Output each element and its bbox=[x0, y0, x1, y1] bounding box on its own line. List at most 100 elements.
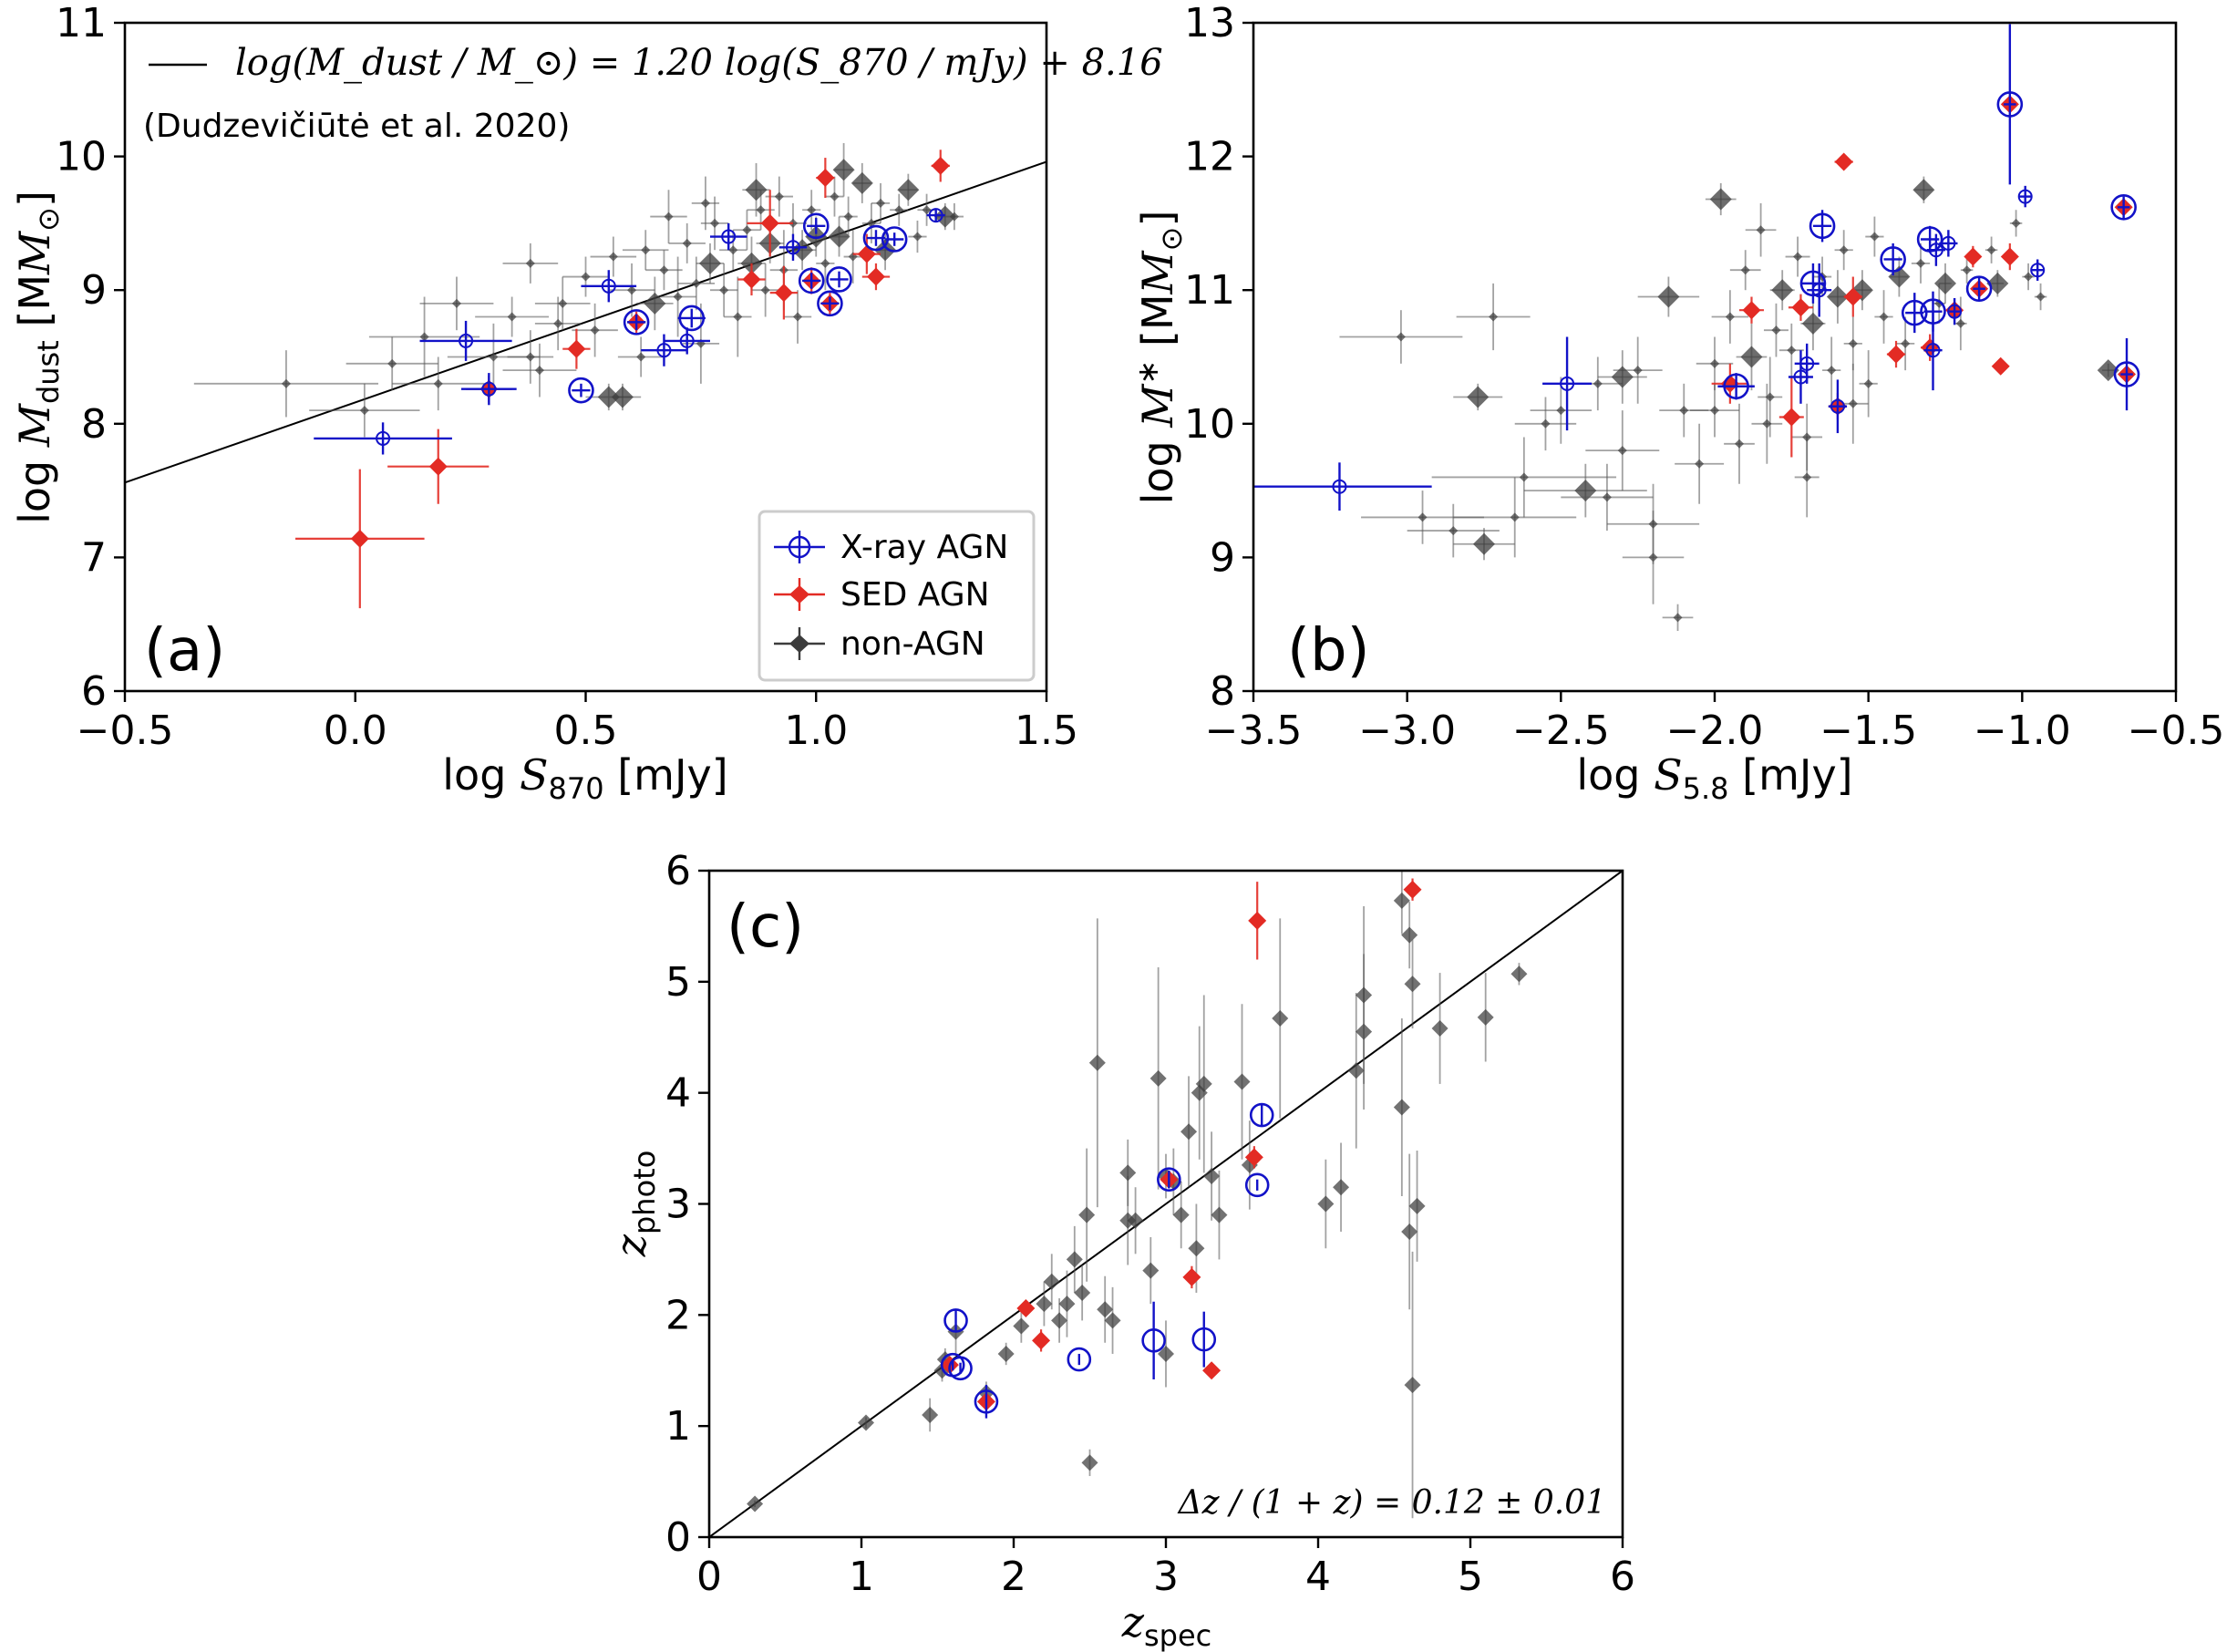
legend-xray-label: X-ray AGN bbox=[840, 529, 1008, 566]
nonagn-marker bbox=[1710, 358, 1719, 368]
xray-agn-point bbox=[2017, 185, 2033, 208]
nonagn-point bbox=[1195, 995, 1212, 1173]
nonagn-marker bbox=[1467, 386, 1490, 408]
nonagn-marker bbox=[1756, 225, 1766, 235]
nonagn-marker bbox=[894, 205, 904, 215]
xray-agn-marker bbox=[459, 333, 474, 348]
nonagn-marker bbox=[1986, 245, 1996, 255]
nonagn-marker bbox=[641, 245, 651, 255]
nonagn-marker bbox=[807, 205, 817, 215]
xray-agn-point bbox=[709, 222, 747, 251]
nonagn-point bbox=[1172, 1182, 1190, 1249]
nonagn-marker bbox=[1188, 1240, 1205, 1257]
nonagn-marker bbox=[359, 406, 369, 416]
nonagn-point bbox=[1597, 350, 1647, 404]
xray-agn-point bbox=[1191, 1311, 1217, 1368]
xray-agn-marker bbox=[1965, 275, 1993, 303]
xray-agn-point bbox=[1939, 230, 1958, 257]
nonagn-point bbox=[1051, 1298, 1068, 1343]
nonagn-marker bbox=[1771, 279, 1794, 302]
nonagn-point bbox=[719, 230, 747, 271]
xray-agn-marker bbox=[928, 208, 943, 223]
nonagn-point bbox=[1585, 410, 1660, 491]
nonagn-marker bbox=[1962, 265, 1972, 275]
nonagn-marker bbox=[525, 258, 535, 268]
nonagn-point bbox=[1191, 1026, 1208, 1160]
x-tick-label: 1.0 bbox=[784, 707, 848, 754]
xray-agn-marker bbox=[785, 240, 800, 255]
nonagn-point bbox=[1408, 1151, 1426, 1262]
nonagn-marker bbox=[1793, 252, 1803, 262]
nonagn-point bbox=[1769, 270, 1795, 311]
nonagn-marker bbox=[1740, 346, 1763, 368]
panel-c-label: (c) bbox=[727, 893, 804, 961]
xray-agn-marker bbox=[1811, 283, 1827, 298]
panel-a-ylabel: log Mdust [MM⊙] bbox=[10, 191, 66, 524]
nonagn-point bbox=[858, 1414, 875, 1431]
nonagn-marker bbox=[673, 292, 683, 302]
sed-agn-point bbox=[1834, 152, 1853, 171]
nonagn-marker bbox=[2024, 272, 2034, 282]
nonagn-point bbox=[1736, 323, 1768, 391]
nonagn-point bbox=[747, 1495, 764, 1513]
panel-a-xlabel: log S870 [mJy] bbox=[442, 750, 727, 806]
xray-agn-marker bbox=[1809, 212, 1836, 240]
nonagn-point bbox=[1729, 250, 1761, 291]
nonagn-point bbox=[419, 276, 494, 331]
nonagn-marker bbox=[1489, 312, 1499, 322]
xray-agn-marker bbox=[721, 229, 737, 244]
nonagn-marker bbox=[281, 378, 291, 388]
nonagn-point bbox=[1142, 1237, 1160, 1305]
nonagn-point bbox=[1013, 1309, 1030, 1343]
x-tick-label: −3.5 bbox=[1205, 707, 1303, 754]
xray-agn-point bbox=[798, 267, 825, 294]
nonagn-marker bbox=[719, 285, 729, 295]
nonagn-point bbox=[825, 176, 844, 217]
sed-agn-point bbox=[1964, 245, 1983, 268]
nonagn-marker bbox=[1333, 1179, 1350, 1196]
xray-agn-marker bbox=[2110, 194, 2137, 221]
panel-b-marks bbox=[1253, 24, 2140, 632]
xray-agn-point bbox=[2030, 259, 2046, 281]
nonagn-marker bbox=[1396, 332, 1406, 342]
nonagn-marker bbox=[691, 278, 701, 288]
sed-agn-marker bbox=[428, 457, 448, 476]
nonagn-point bbox=[1158, 1320, 1174, 1388]
xray-agn-marker bbox=[943, 1308, 968, 1333]
nonagn-marker bbox=[1408, 1197, 1426, 1214]
nonagn-marker bbox=[1051, 1312, 1068, 1329]
nonagn-marker bbox=[1473, 532, 1495, 555]
nonagn-marker bbox=[1879, 312, 1889, 322]
xray-agn-marker bbox=[679, 333, 695, 348]
nonagn-point bbox=[696, 243, 725, 284]
nonagn-point bbox=[1119, 1139, 1137, 1206]
legend-nonagn-label: non-AGN bbox=[840, 625, 985, 663]
xray-agn-marker bbox=[1830, 398, 1845, 414]
xray-agn-point bbox=[1067, 1347, 1092, 1372]
nonagn-point bbox=[832, 142, 855, 197]
xray-agn-marker bbox=[1332, 479, 1347, 494]
xray-agn-point bbox=[802, 212, 830, 240]
nonagn-marker bbox=[742, 225, 752, 235]
nonagn-marker bbox=[664, 212, 674, 222]
nonagn-marker bbox=[774, 191, 784, 201]
sed-agn-marker bbox=[1182, 1267, 1201, 1286]
nonagn-marker bbox=[756, 205, 766, 215]
legend-sed-swatch bbox=[774, 578, 825, 611]
sed-agn-point bbox=[737, 263, 766, 296]
nonagn-point bbox=[1078, 1148, 1096, 1282]
sed-agn-point bbox=[1886, 340, 1906, 368]
xray-agn-marker bbox=[1901, 299, 1928, 326]
nonagn-marker bbox=[1078, 1206, 1096, 1224]
nonagn-point bbox=[1127, 1187, 1144, 1254]
xray-agn-marker bbox=[802, 212, 830, 240]
nonagn-marker bbox=[1633, 366, 1643, 376]
sed-agn-point bbox=[1032, 1329, 1051, 1352]
nonagn-marker bbox=[1519, 472, 1529, 482]
xray-agn-point bbox=[1920, 291, 1946, 332]
nonagn-marker bbox=[1802, 432, 1812, 442]
legend-nonagn-swatch bbox=[774, 627, 825, 660]
y-tick-label: 10 bbox=[56, 134, 107, 181]
xray-agn-point bbox=[2110, 194, 2137, 221]
nonagn-point bbox=[345, 336, 438, 391]
